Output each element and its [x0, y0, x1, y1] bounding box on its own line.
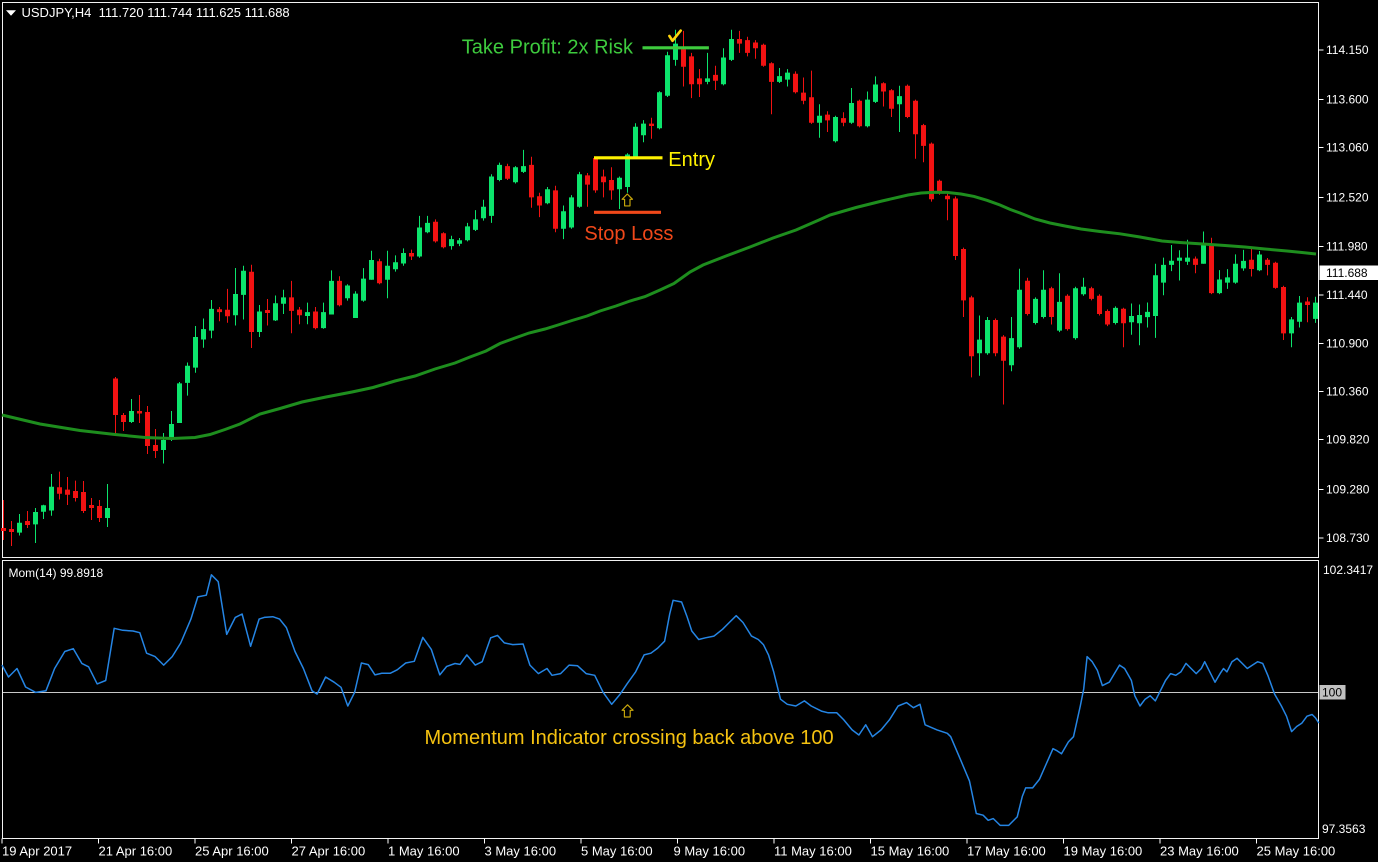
svg-text:5 May 16:00: 5 May 16:00: [581, 844, 653, 859]
svg-text:1 May 16:00: 1 May 16:00: [388, 844, 460, 859]
svg-text:17 May 16:00: 17 May 16:00: [967, 844, 1046, 859]
svg-text:109.820: 109.820: [1326, 433, 1370, 447]
svg-text:19 May 16:00: 19 May 16:00: [1064, 844, 1143, 859]
svg-text:21 Apr 16:00: 21 Apr 16:00: [99, 844, 173, 859]
svg-text:19 Apr 2017: 19 Apr 2017: [2, 844, 72, 859]
svg-text:Mom(14) 99.8918: Mom(14) 99.8918: [9, 566, 104, 580]
svg-text:111.440: 111.440: [1326, 288, 1368, 302]
svg-text:102.3417: 102.3417: [1323, 563, 1373, 577]
svg-text:97.3563: 97.3563: [1322, 822, 1366, 836]
svg-text:Entry: Entry: [668, 149, 715, 171]
svg-text:Momentum Indicator crossing ba: Momentum Indicator crossing back above 1…: [425, 727, 834, 749]
svg-text:25 Apr 16:00: 25 Apr 16:00: [195, 844, 269, 859]
svg-text:114.150: 114.150: [1326, 43, 1369, 57]
svg-text:108.730: 108.730: [1326, 531, 1370, 545]
svg-text:3 May 16:00: 3 May 16:00: [485, 844, 557, 859]
svg-text:Take Profit: 2x Risk: Take Profit: 2x Risk: [462, 37, 634, 59]
svg-text:113.060: 113.060: [1326, 141, 1369, 155]
svg-text:111.980: 111.980: [1326, 240, 1368, 254]
svg-text:110.900: 110.900: [1326, 337, 1369, 351]
svg-text:11 May 16:00: 11 May 16:00: [774, 844, 852, 859]
svg-text:111.688: 111.688: [1326, 266, 1368, 280]
svg-text:109.280: 109.280: [1326, 483, 1370, 497]
svg-text:15 May 16:00: 15 May 16:00: [871, 844, 950, 859]
svg-text:112.520: 112.520: [1326, 191, 1369, 205]
svg-text:25 May 16:00: 25 May 16:00: [1257, 844, 1336, 859]
svg-text:27 Apr 16:00: 27 Apr 16:00: [292, 844, 366, 859]
svg-text:110.360: 110.360: [1326, 385, 1369, 399]
svg-text:113.600: 113.600: [1326, 93, 1369, 107]
svg-text:9 May 16:00: 9 May 16:00: [674, 844, 746, 859]
svg-text:Stop Loss: Stop Loss: [584, 223, 673, 245]
svg-text:23 May 16:00: 23 May 16:00: [1160, 844, 1239, 859]
svg-text:100: 100: [1322, 686, 1342, 700]
svg-text:USDJPY,H4 111.720 111.744 111: USDJPY,H4 111.720 111.744 111.625 111.68…: [22, 5, 290, 20]
